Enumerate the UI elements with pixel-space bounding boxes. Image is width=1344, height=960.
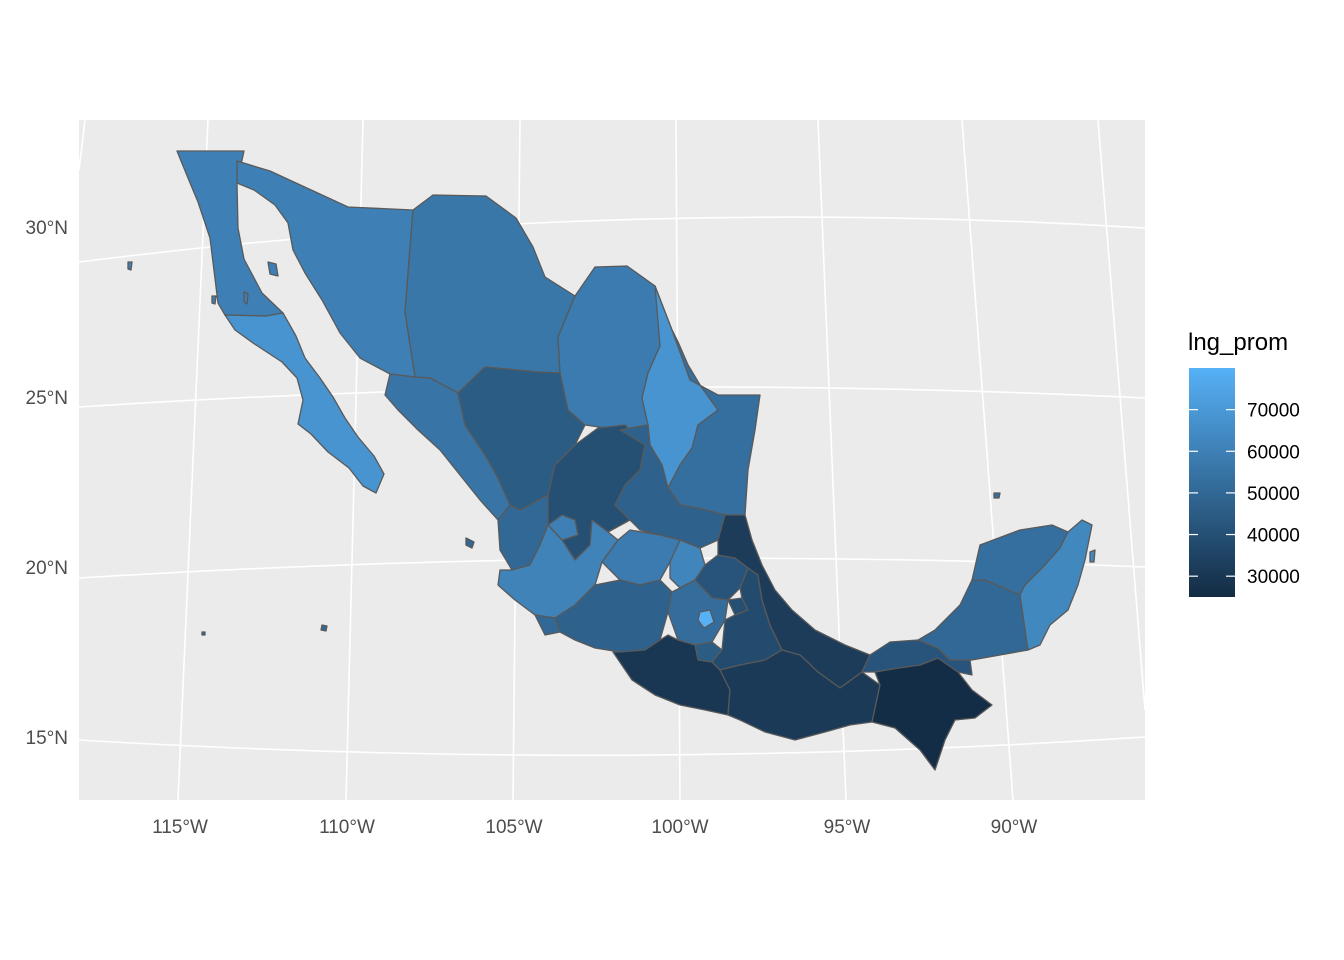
y-tick-label-20n: 20°N	[26, 558, 68, 579]
x-tick-label-105w: 105°W	[485, 817, 542, 838]
region-island-arrecife	[993, 492, 1001, 499]
region-tabasco	[861, 639, 973, 676]
region-sonora	[236, 160, 416, 378]
meridian-120w	[79, 120, 86, 171]
region-island-cozumel	[1089, 549, 1096, 563]
region-guanajuato	[601, 529, 681, 586]
meridian-85w	[1097, 120, 1145, 711]
x-tick-label-110w: 110°W	[319, 817, 375, 838]
y-tick-label-25n: 25°N	[26, 388, 68, 409]
x-axis: 115°W 110°W 105°W 100°W 95°W 90°W	[152, 817, 1037, 838]
x-tick-label-90w: 90°W	[991, 817, 1038, 838]
region-quintana-roo	[1019, 519, 1093, 651]
region-island-revillagigedo	[320, 624, 328, 632]
legend-title: lng_prom	[1188, 329, 1288, 356]
meridian-115w	[177, 120, 209, 800]
meridian-90w	[961, 120, 1014, 800]
legend-tick-label: 60000	[1247, 442, 1300, 463]
region-island-angel	[243, 291, 249, 305]
legend: lng_prom 70000 60000 50000 40000 30000	[1188, 329, 1300, 597]
legend-tick-label: 50000	[1247, 484, 1300, 505]
legend-tick-label: 30000	[1247, 567, 1300, 588]
x-tick-label-95w: 95°W	[824, 817, 871, 838]
x-tick-label-115w: 115°W	[152, 817, 208, 838]
states-layer	[127, 150, 1096, 771]
region-baja-california-sur	[224, 312, 385, 494]
region-island-socorro-small	[201, 631, 206, 636]
region-island-tiburon	[267, 261, 279, 277]
region-island-guadalupe	[127, 261, 133, 271]
y-tick-label-30n: 30°N	[26, 218, 68, 239]
legend-ticks: 70000 60000 50000 40000 30000	[1189, 401, 1300, 588]
region-cdmx	[697, 609, 715, 629]
legend-tick-label: 70000	[1247, 401, 1300, 422]
region-island-tres-marias	[465, 537, 475, 549]
y-axis: 15°N 20°N 25°N 30°N	[26, 218, 68, 749]
legend-colorbar	[1189, 368, 1235, 597]
x-tick-label-100w: 100°W	[651, 817, 708, 838]
parallel-15n	[79, 736, 1145, 757]
legend-tick-label: 40000	[1247, 526, 1300, 547]
region-guerrero	[612, 634, 731, 716]
region-island-cedros	[211, 295, 217, 305]
y-tick-label-15n: 15°N	[26, 728, 68, 749]
